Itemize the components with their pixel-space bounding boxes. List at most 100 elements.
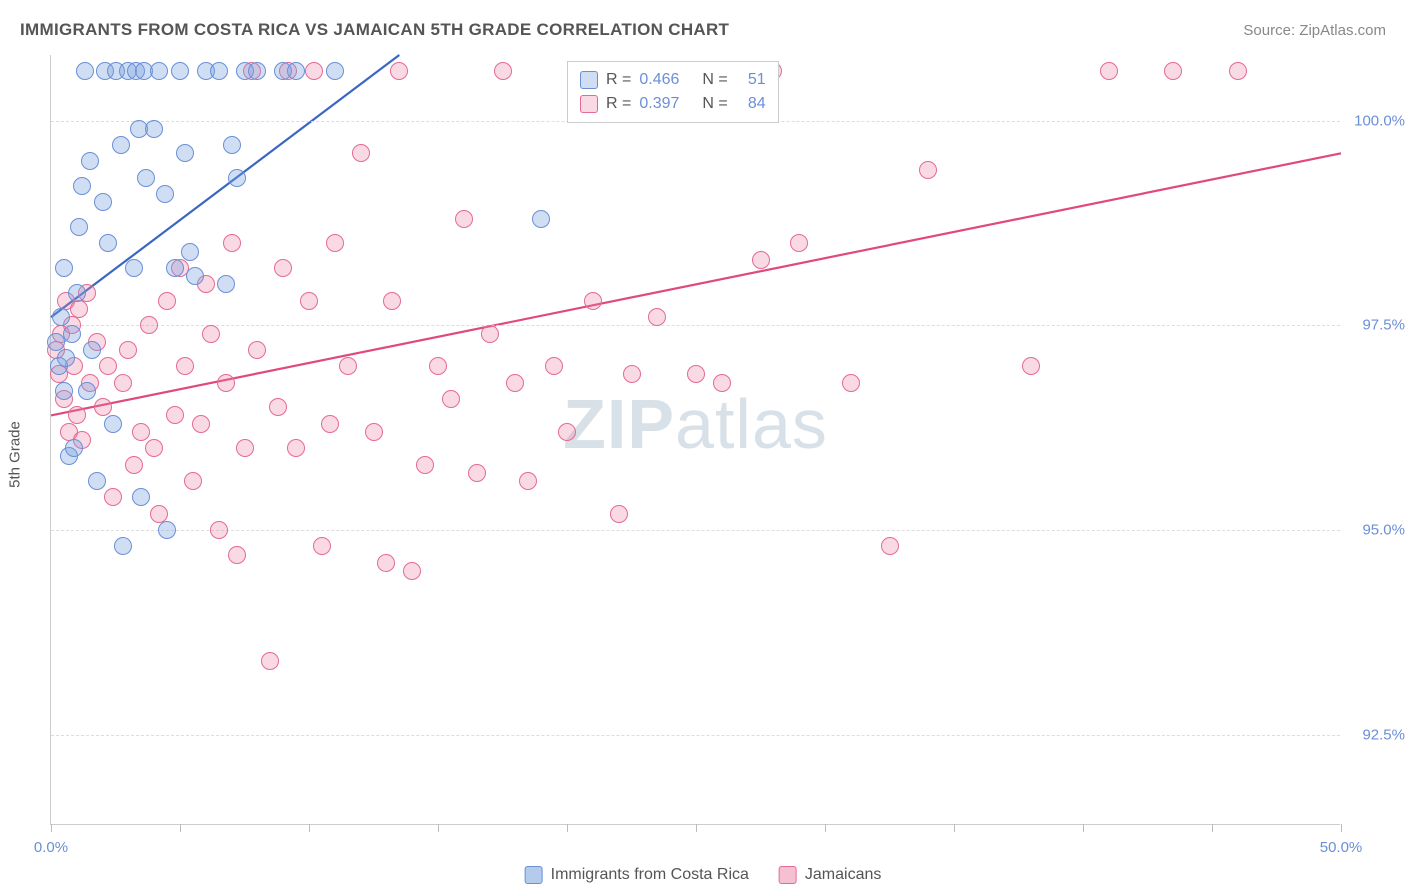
scatter-point — [158, 521, 176, 539]
scatter-point — [181, 243, 199, 261]
scatter-point — [223, 136, 241, 154]
scatter-point — [326, 62, 344, 80]
scatter-point — [326, 234, 344, 252]
x-tick — [1341, 824, 1342, 832]
scatter-point — [176, 144, 194, 162]
x-tick — [567, 824, 568, 832]
gridline — [51, 735, 1340, 736]
y-tick-label: 100.0% — [1354, 112, 1405, 129]
scatter-point — [202, 325, 220, 343]
scatter-point — [390, 62, 408, 80]
scatter-point — [217, 275, 235, 293]
scatter-point — [104, 415, 122, 433]
x-tick — [1083, 824, 1084, 832]
legend-row: R =0.397N =84 — [580, 92, 766, 116]
legend-label: Immigrants from Costa Rica — [551, 866, 749, 884]
x-tick-label: 0.0% — [34, 839, 68, 856]
scatter-point — [76, 62, 94, 80]
scatter-point — [140, 316, 158, 334]
scatter-chart: ZIPatlas R =0.466N =51R =0.397N =84 92.5… — [50, 55, 1340, 825]
scatter-point — [1229, 62, 1247, 80]
scatter-point — [55, 259, 73, 277]
correlation-legend: R =0.466N =51R =0.397N =84 — [567, 61, 779, 123]
legend-swatch — [525, 866, 543, 884]
scatter-point — [65, 439, 83, 457]
scatter-point — [114, 374, 132, 392]
series-legend: Immigrants from Costa Rica Jamaicans — [525, 866, 882, 884]
x-tick — [696, 824, 697, 832]
scatter-point — [63, 325, 81, 343]
scatter-point — [223, 234, 241, 252]
scatter-point — [519, 472, 537, 490]
scatter-point — [137, 169, 155, 187]
scatter-point — [377, 554, 395, 572]
scatter-point — [919, 161, 937, 179]
y-tick-label: 97.5% — [1362, 317, 1405, 334]
scatter-point — [532, 210, 550, 228]
scatter-point — [217, 374, 235, 392]
scatter-point — [104, 488, 122, 506]
scatter-point — [842, 374, 860, 392]
scatter-point — [1100, 62, 1118, 80]
watermark: ZIPatlas — [563, 384, 828, 464]
x-tick — [1212, 824, 1213, 832]
scatter-point — [184, 472, 202, 490]
scatter-point — [261, 652, 279, 670]
scatter-point — [171, 62, 189, 80]
n-value: 84 — [736, 92, 766, 116]
scatter-point — [83, 341, 101, 359]
scatter-point — [455, 210, 473, 228]
scatter-point — [236, 439, 254, 457]
gridline — [51, 530, 1340, 531]
scatter-point — [481, 325, 499, 343]
scatter-point — [287, 62, 305, 80]
scatter-point — [558, 423, 576, 441]
scatter-point — [248, 62, 266, 80]
scatter-point — [416, 456, 434, 474]
scatter-point — [610, 505, 628, 523]
x-tick — [180, 824, 181, 832]
scatter-point — [300, 292, 318, 310]
scatter-point — [790, 234, 808, 252]
scatter-point — [210, 521, 228, 539]
scatter-point — [52, 308, 70, 326]
scatter-point — [403, 562, 421, 580]
legend-swatch — [779, 866, 797, 884]
scatter-point — [158, 292, 176, 310]
scatter-point — [119, 341, 137, 359]
scatter-point — [88, 472, 106, 490]
scatter-point — [274, 259, 292, 277]
scatter-point — [156, 185, 174, 203]
legend-label: Jamaicans — [805, 866, 881, 884]
scatter-point — [648, 308, 666, 326]
scatter-point — [687, 365, 705, 383]
scatter-point — [70, 300, 88, 318]
x-tick-label: 50.0% — [1320, 839, 1363, 856]
x-tick — [825, 824, 826, 832]
scatter-point — [68, 406, 86, 424]
scatter-point — [186, 267, 204, 285]
legend-item: Jamaicans — [779, 866, 881, 884]
scatter-point — [176, 357, 194, 375]
scatter-point — [228, 546, 246, 564]
scatter-point — [352, 144, 370, 162]
scatter-point — [248, 341, 266, 359]
scatter-point — [192, 415, 210, 433]
scatter-point — [584, 292, 602, 310]
x-tick — [438, 824, 439, 832]
scatter-point — [305, 62, 323, 80]
scatter-point — [383, 292, 401, 310]
legend-swatch — [580, 71, 598, 89]
legend-swatch — [580, 95, 598, 113]
scatter-point — [166, 406, 184, 424]
scatter-point — [1022, 357, 1040, 375]
legend-item: Immigrants from Costa Rica — [525, 866, 749, 884]
scatter-point — [125, 456, 143, 474]
scatter-point — [150, 62, 168, 80]
scatter-point — [166, 259, 184, 277]
scatter-point — [81, 152, 99, 170]
scatter-point — [506, 374, 524, 392]
scatter-point — [132, 488, 150, 506]
scatter-point — [125, 259, 143, 277]
scatter-point — [339, 357, 357, 375]
